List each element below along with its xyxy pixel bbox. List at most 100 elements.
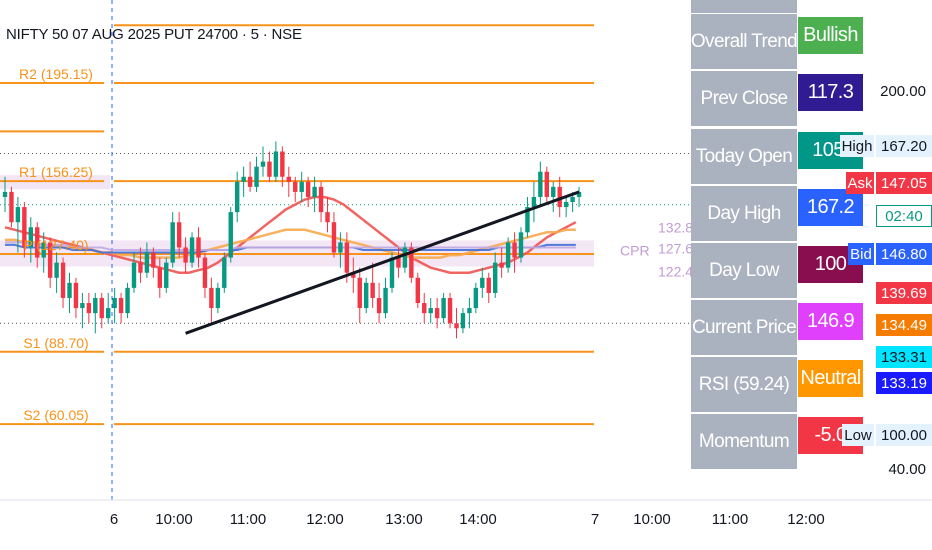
candle-body bbox=[41, 242, 46, 258]
candle-body bbox=[222, 257, 227, 288]
candle-body bbox=[351, 272, 356, 278]
candle-body bbox=[28, 227, 33, 248]
candle-body bbox=[389, 257, 395, 288]
candle-body bbox=[331, 222, 337, 253]
candle-body bbox=[338, 242, 343, 253]
candle-body bbox=[538, 171, 543, 197]
candle-body bbox=[99, 297, 104, 319]
candle-body bbox=[486, 277, 491, 293]
summary-row-day-high: Day High 167.2 bbox=[691, 186, 863, 242]
candle-body bbox=[434, 308, 440, 319]
candle-body bbox=[402, 247, 408, 268]
x-tick-label: 13:00 bbox=[385, 511, 423, 528]
candle-body bbox=[415, 277, 420, 304]
x-tick-label: 12:00 bbox=[787, 511, 825, 528]
candle-body bbox=[318, 186, 324, 213]
ema-price-tag: 134.49 bbox=[876, 314, 932, 336]
x-tick-label: 11:00 bbox=[229, 511, 267, 528]
x-tick-label: 10:00 bbox=[633, 511, 671, 528]
x-tick-label: 6 bbox=[109, 511, 119, 528]
candle-body bbox=[376, 297, 382, 314]
candle-body bbox=[260, 161, 266, 167]
candle-body bbox=[280, 151, 285, 177]
y-tick-label: 200.00 bbox=[880, 83, 926, 100]
ma-line bbox=[5, 241, 576, 251]
candle-body bbox=[467, 308, 472, 314]
ask-price-tag: 147.05 bbox=[876, 172, 932, 194]
summary-row-header bbox=[691, 0, 863, 14]
low-price-tag: 100.00 bbox=[876, 424, 932, 446]
candle-body bbox=[118, 297, 124, 314]
bid-price-tag: 146.80 bbox=[876, 243, 932, 265]
candle-body bbox=[93, 297, 98, 314]
candle-body bbox=[370, 282, 375, 298]
pivot-label: S2 (60.05) bbox=[23, 407, 88, 423]
candle-body bbox=[273, 151, 279, 177]
ma-price-tag: 133.19 bbox=[876, 372, 932, 394]
summary-row-momentum: Momentum -5.0 bbox=[691, 414, 863, 470]
cpr-mid-label: 127.6 bbox=[658, 241, 693, 257]
candle-body bbox=[106, 308, 111, 319]
candle-body bbox=[80, 303, 85, 309]
candle-body bbox=[144, 252, 150, 273]
candle-body bbox=[364, 282, 369, 309]
candle-body bbox=[15, 207, 21, 223]
cpr-label: CPR bbox=[620, 243, 650, 259]
candle-body bbox=[531, 196, 537, 208]
summary-row-label: Today Open bbox=[691, 129, 797, 185]
countdown-tag: 02:40 bbox=[876, 205, 932, 227]
candle-body bbox=[54, 262, 59, 278]
candle-body bbox=[518, 232, 524, 258]
candle-body bbox=[563, 202, 569, 208]
candle-body bbox=[299, 181, 304, 192]
high-price-tag: 167.20 bbox=[876, 135, 932, 157]
candle-body bbox=[422, 303, 427, 314]
bid-tag-label: Bid bbox=[848, 243, 874, 265]
candle-body bbox=[228, 212, 233, 258]
summary-row-value: Bullish bbox=[798, 17, 863, 54]
candle-body bbox=[557, 186, 562, 208]
candle-body bbox=[428, 308, 433, 314]
candle-body bbox=[112, 297, 117, 309]
candle-body bbox=[67, 282, 72, 298]
summary-row-value: 146.9 bbox=[798, 303, 863, 340]
x-tick-label: 14:00 bbox=[459, 511, 497, 528]
chart-title: NIFTY 50 07 AUG 2025 PUT 24700 · 5 · NSE bbox=[6, 26, 302, 43]
candle-body bbox=[151, 252, 156, 268]
pivot-label: S1 (88.70) bbox=[23, 335, 88, 351]
summary-row-today-open: Today Open 105. bbox=[691, 129, 863, 185]
summary-row-prev-close: Prev Close 117.3 bbox=[691, 71, 863, 127]
summary-row-overall-trend: Overall Trend Bullish bbox=[691, 14, 863, 70]
candle-body bbox=[215, 287, 221, 309]
candle-body bbox=[576, 191, 582, 197]
candle-body bbox=[409, 247, 414, 278]
candle-body bbox=[196, 237, 201, 258]
candle-body bbox=[473, 287, 479, 309]
summary-row-value: 167.2 bbox=[798, 189, 863, 226]
candle-body bbox=[312, 186, 317, 197]
candle-body bbox=[460, 313, 466, 329]
candle-body bbox=[125, 287, 130, 314]
candle-body bbox=[2, 191, 8, 197]
candle-body bbox=[267, 161, 272, 177]
x-tick-label: 10:00 bbox=[155, 511, 193, 528]
candle-body bbox=[396, 257, 401, 268]
x-tick-label: 11:00 bbox=[711, 511, 749, 528]
candle-body bbox=[247, 176, 253, 187]
candle-body bbox=[305, 181, 311, 197]
summary-row-value: 117.3 bbox=[798, 74, 863, 111]
candle-body bbox=[551, 186, 556, 197]
trend-line bbox=[185, 190, 580, 335]
candle-body bbox=[9, 191, 14, 223]
pivot-label: R2 (195.15) bbox=[19, 66, 93, 82]
high-tag-label: High bbox=[840, 135, 874, 157]
candle-body bbox=[209, 287, 214, 309]
summary-row-rsi: RSI (59.24) Neutral bbox=[691, 357, 863, 413]
ma-price-tag: 133.31 bbox=[876, 346, 932, 368]
candle-body bbox=[344, 242, 350, 273]
low-tag-label: Low bbox=[842, 424, 874, 446]
cpr-top-label: 132.8 bbox=[658, 219, 693, 235]
summary-row-label: Day Low bbox=[691, 243, 797, 299]
y-tick-label: 40.00 bbox=[888, 461, 926, 478]
